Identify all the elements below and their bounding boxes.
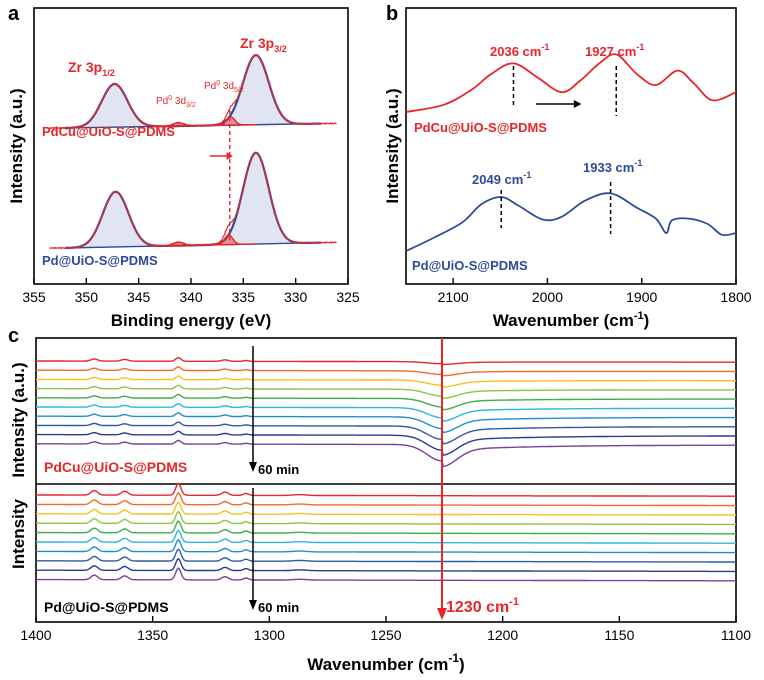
- c-tick-label-1300: 1300: [254, 627, 285, 643]
- panel-b-ylabel: Intensity (a.u.): [383, 88, 402, 203]
- panel-b-frame: [405, 7, 737, 285]
- c-tick-label-1350: 1350: [137, 627, 168, 643]
- a-tick-label-345: 345: [127, 289, 151, 305]
- ir-curve-pd-8: [36, 548, 736, 563]
- ir-curve-pdcu-2: [36, 366, 736, 377]
- ir-curve-pd-9: [36, 557, 736, 573]
- panel-a-xticks: 355 350 345 340 335 330 325: [22, 278, 360, 305]
- panel-a-letter: a: [8, 3, 20, 25]
- panel-c-ylabel-top: Intensity (a.u.): [9, 362, 28, 477]
- panel-a-xlabel: Binding energy (eV): [111, 311, 272, 330]
- b-tick-label-1800: 1800: [720, 289, 751, 305]
- panel-c-time-bottom: 60 min: [258, 600, 299, 615]
- ir-curve-pdcu-6: [36, 402, 736, 422]
- ir-curve-pd-3: [36, 501, 736, 516]
- b-tick-label-2000: 2000: [532, 289, 563, 305]
- ir-curve-pdcu-1: [36, 356, 736, 366]
- ir-curve-pdcu-5: [36, 393, 736, 411]
- ir-curve-pdcu-8: [36, 421, 736, 445]
- panel-b-plot: [405, 53, 737, 252]
- panel-c-xlabel: Wavenumber (cm-1): [307, 651, 464, 674]
- ir-curve-pd-6: [36, 529, 736, 544]
- label-zr-3p12: Zr 3p1/2: [68, 59, 115, 78]
- ir-curve-pd-10: [36, 567, 736, 582]
- panel-b-sample-top: PdCu@UiO-S@PDMS: [414, 120, 547, 135]
- xps-pd-fit-Pd@UiO-S@PDMS Pd0 3d3/2 fit: [152, 241, 205, 247]
- panel-c-xticks: 1400 1350 1300 1250 1200 1150 1100: [20, 616, 751, 643]
- panel-c-sample-bottom: Pd@UiO-S@PDMS: [44, 599, 169, 615]
- panel-b-letter: b: [386, 3, 398, 25]
- panel-c-time-top: 60 min: [258, 462, 299, 477]
- xps-pd-fit-PdCu@UiO-S@PDMS Pd0 3d3/2 fit: [152, 122, 205, 128]
- xps-pd-fit-Pd@UiO-S@PDMS Pd0 3d5/2 fit: [202, 234, 255, 246]
- a-tick-label-335: 335: [232, 289, 256, 305]
- panel-c-sample-top: PdCu@UiO-S@PDMS: [44, 459, 187, 475]
- c-tick-label-1250: 1250: [370, 627, 401, 643]
- panel-c-letter: c: [8, 325, 19, 347]
- c-tick-label-1150: 1150: [604, 627, 634, 643]
- panel-b-xlabel: Wavenumber (cm-1): [493, 310, 650, 330]
- pd-shift-arrowhead: [226, 152, 233, 160]
- ir-curve-pd-2: [36, 491, 736, 507]
- peak-label-2036: 2036 cm-1: [490, 42, 549, 59]
- panel-c-plot: [36, 338, 736, 620]
- b-tick-label-1900: 1900: [626, 289, 657, 305]
- a-tick-label-350: 350: [75, 289, 99, 305]
- ir-curve-pdcu-4: [36, 384, 736, 400]
- label-pd-3d52: Pd0 3d5/2: [204, 80, 244, 94]
- panel-b-xticks: 2100 2000 1900 1800: [438, 278, 752, 305]
- ir-curve-pd-7: [36, 538, 736, 554]
- a-tick-label-355: 355: [22, 289, 46, 305]
- xps-pd-fit-PdCu@UiO-S@PDMS Pd0 3d5/2 fit: [204, 116, 257, 127]
- marker-1230-arrowhead: [437, 608, 447, 620]
- time-arrowhead-bottom: [249, 600, 257, 610]
- panel-b-sample-bottom: Pd@UiO-S@PDMS: [412, 258, 528, 273]
- time-arrowhead-top: [249, 462, 257, 472]
- ir-line-pdcu: [405, 53, 737, 113]
- panel-a-plot: [49, 53, 337, 250]
- panel-a-sample-bottom: Pd@UiO-S@PDMS: [42, 253, 158, 268]
- peak-label-2049: 2049 cm-1: [472, 170, 531, 187]
- peak-label-1933: 1933 cm-1: [583, 158, 642, 175]
- ir-curve-pdcu-9: [36, 430, 736, 457]
- ir-curve-pdcu-10: [36, 439, 736, 468]
- ir-curve-pdcu-3: [36, 375, 736, 388]
- a-tick-label-325: 325: [336, 289, 360, 305]
- ir-curve-pd-5: [36, 520, 736, 535]
- a-tick-label-340: 340: [179, 289, 203, 305]
- shift-arrowhead: [573, 100, 582, 108]
- c-tick-label-1200: 1200: [487, 627, 518, 643]
- ir-curve-pdcu-7: [36, 412, 736, 434]
- peak-label-1927: 1927 cm-1: [585, 42, 644, 59]
- panel-c-marker-label: 1230 cm-1: [446, 596, 519, 616]
- b-tick-label-2100: 2100: [438, 289, 469, 305]
- panel-c-ylabel-bottom: Intensity: [9, 499, 28, 569]
- ir-curve-pd-1: [36, 482, 736, 497]
- c-tick-label-1400: 1400: [20, 627, 51, 643]
- c-tick-label-1100: 1100: [721, 627, 751, 643]
- xps-fill: [65, 152, 322, 248]
- label-zr-3p32: Zr 3p3/2: [240, 35, 287, 54]
- label-pd-3d32: Pd0 3d3/2: [156, 95, 196, 109]
- panel-a-ylabel: Intensity (a.u.): [7, 88, 26, 203]
- ir-curve-pd-4: [36, 510, 736, 526]
- a-tick-label-330: 330: [284, 289, 308, 305]
- panel-a-sample-top: PdCu@UiO-S@PDMS: [42, 124, 175, 139]
- xps-fill: [65, 55, 322, 128]
- ir-line-pd: [405, 192, 737, 252]
